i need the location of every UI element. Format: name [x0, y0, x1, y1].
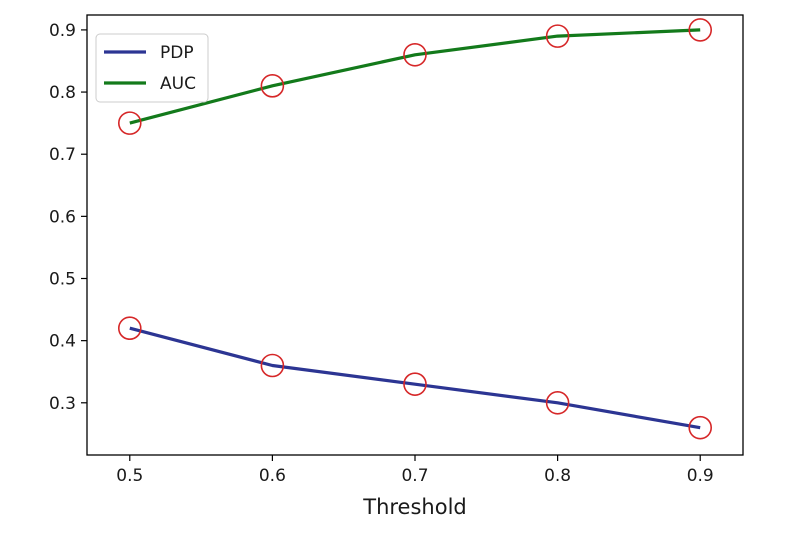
data-point-auc: [260, 74, 285, 98]
x-tick-label: 0.8: [544, 466, 571, 486]
x-axis: 0.5 0.6 0.7 0.8 0.9: [116, 455, 714, 486]
data-point-auc: [688, 18, 713, 42]
data-point-pdp: [545, 390, 570, 415]
series-line-pdp: [129, 326, 701, 430]
data-point-pdp: [403, 372, 427, 396]
x-tick-label: 0.7: [401, 466, 428, 486]
data-point-auc: [117, 111, 142, 135]
y-tick-label: 0.6: [49, 207, 76, 227]
y-tick-label: 0.3: [49, 394, 76, 414]
x-tick-label: 0.6: [259, 466, 286, 486]
data-point-auc: [545, 24, 570, 48]
legend: PDP AUC: [95, 33, 209, 103]
y-tick-label: 0.5: [49, 270, 76, 290]
x-tick-label: 0.5: [116, 466, 143, 486]
data-point-auc: [403, 42, 427, 67]
y-axis: 0.3 0.4 0.5 0.6 0.7 0.8 0.9: [49, 21, 87, 414]
y-tick-label: 0.8: [49, 83, 76, 103]
legend-label-auc: AUC: [160, 74, 196, 94]
plot-area: [117, 18, 713, 440]
y-tick-label: 0.7: [49, 145, 76, 165]
legend-label-pdp: PDP: [160, 43, 194, 63]
data-point-pdp: [688, 415, 713, 440]
series-line-auc: [129, 28, 701, 125]
y-tick-label: 0.9: [49, 21, 76, 41]
y-tick-label: 0.4: [49, 332, 76, 352]
x-axis-title: Threshold: [362, 495, 467, 519]
data-point-pdp: [260, 353, 285, 378]
x-tick-label: 0.9: [687, 466, 714, 486]
data-point-pdp: [117, 316, 142, 341]
